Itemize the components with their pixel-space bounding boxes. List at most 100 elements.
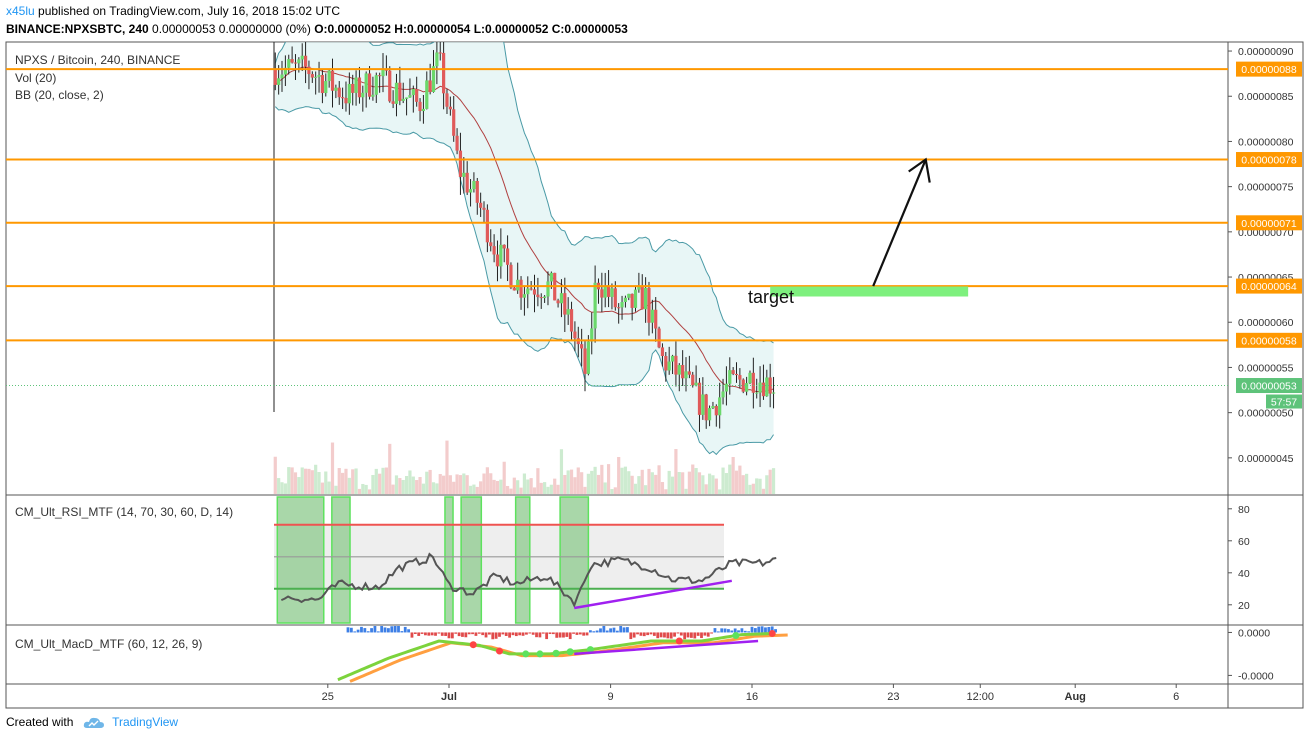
macd-histogram-bar <box>622 627 626 633</box>
macd-histogram-bar <box>629 632 633 640</box>
macd-histogram-bar <box>444 632 448 636</box>
macd-histogram-bar <box>757 626 761 633</box>
volume-bars <box>273 440 776 494</box>
volume-bar <box>701 475 705 494</box>
macd-histogram-bar <box>615 630 619 633</box>
volume-bar <box>633 483 638 494</box>
candle-body <box>499 244 503 267</box>
volume-bar <box>674 449 678 494</box>
rsi-legend: CM_Ult_RSI_MTF (14, 70, 30, 60, D, 14) <box>15 505 233 519</box>
candle-body <box>273 69 277 85</box>
candle-body <box>415 89 419 102</box>
volume-bar <box>748 484 752 494</box>
candle-body <box>293 62 298 64</box>
candle-body <box>748 372 752 384</box>
target-arrow-line <box>872 159 927 287</box>
chart-canvas[interactable]: 0.00000045 0.00000050 0.00000055 0.00000060… <box>0 0 1309 710</box>
candle-body <box>593 282 597 329</box>
macd-histogram-bar <box>585 632 589 636</box>
macd-histogram-bar <box>605 630 609 633</box>
candle-body <box>731 370 735 374</box>
symbol-header: BINANCE:NPXSBTC, 240 0.00000053 0.000000… <box>6 21 628 37</box>
candle-body <box>701 394 705 415</box>
macd-histogram-bar <box>723 628 727 633</box>
candle-body <box>728 370 732 384</box>
macd-histogram-bar <box>437 632 441 634</box>
macd-histogram-bar <box>531 632 535 635</box>
volume-bar <box>411 476 415 494</box>
volume-bar <box>482 473 486 494</box>
macd-histogram-bar <box>568 632 572 640</box>
candle-body <box>563 293 567 315</box>
volume-bar <box>519 487 523 494</box>
candle-body <box>303 55 308 67</box>
macd-histogram-bar <box>646 632 650 636</box>
candle-body <box>458 150 463 177</box>
volume-bar <box>687 471 691 494</box>
volume-bar <box>630 475 634 494</box>
candle-body <box>364 73 368 93</box>
volume-bar <box>425 471 429 494</box>
rsi-oversold-highlight <box>559 496 590 624</box>
volume-bar <box>549 484 553 494</box>
author-link[interactable]: x45lu <box>6 4 35 18</box>
candle-body <box>341 97 345 99</box>
macd-cross-dot <box>552 649 560 657</box>
macd-histogram-bar <box>626 627 629 633</box>
macd-histogram-bar <box>636 632 639 635</box>
macd-histogram-bar <box>504 632 508 636</box>
volume-bar <box>650 472 654 494</box>
macd-histogram-bar <box>619 626 623 633</box>
macd-histogram-bar <box>743 630 747 633</box>
volume-bar <box>364 484 368 494</box>
macd-histogram-bar <box>632 632 636 638</box>
volume-bar <box>398 478 402 494</box>
macd-histogram-bar <box>353 631 357 633</box>
macd-histogram-bar <box>525 632 528 635</box>
macd-histogram-bar <box>599 628 602 633</box>
candle-body <box>351 83 355 93</box>
volume-bar <box>590 470 594 494</box>
macd-histogram-bar <box>481 632 485 636</box>
volume-bar <box>300 467 304 494</box>
macd-histogram-bar <box>514 632 518 637</box>
volume-bar <box>600 464 604 494</box>
volume-bar <box>277 478 281 494</box>
volume-bar <box>334 485 338 494</box>
candle-body <box>603 285 607 298</box>
macd-histogram-bar <box>454 632 458 634</box>
macd-cross-dot <box>675 637 683 645</box>
volume-bar <box>738 465 742 494</box>
candle-body <box>431 66 436 92</box>
candle-body <box>442 52 446 94</box>
volume-bar <box>640 469 644 494</box>
macd-histogram-bar <box>693 632 697 639</box>
volume-bar <box>697 472 702 494</box>
volume-bar <box>617 456 621 494</box>
candle-body <box>438 52 442 54</box>
macd-histogram-bar <box>760 626 764 633</box>
candle-body <box>657 328 661 348</box>
candle-body <box>718 397 722 416</box>
tradingview-link[interactable]: TradingView <box>112 715 179 729</box>
target-zone <box>770 157 969 297</box>
volume-bar <box>428 469 432 494</box>
macd-cross-dot <box>522 650 530 658</box>
macd-histogram-bar <box>562 632 565 638</box>
candle-body <box>324 81 328 94</box>
volume-bar <box>691 464 695 494</box>
bb-legend: BB (20, close, 2) <box>15 88 104 102</box>
macd-histogram-bar <box>706 632 710 637</box>
candle-body <box>428 80 432 92</box>
volume-bar <box>580 472 584 494</box>
volume-bar <box>330 442 335 494</box>
macd-histogram-bar <box>656 632 660 639</box>
level-price-tag <box>1236 152 1302 168</box>
volume-bar <box>539 482 543 494</box>
volume-bar <box>499 479 503 494</box>
candle-body <box>425 80 429 109</box>
macd-histogram-bar <box>383 627 387 633</box>
volume-bar <box>384 467 388 494</box>
macd-histogram-bar <box>750 626 754 633</box>
candle-body <box>600 289 604 298</box>
